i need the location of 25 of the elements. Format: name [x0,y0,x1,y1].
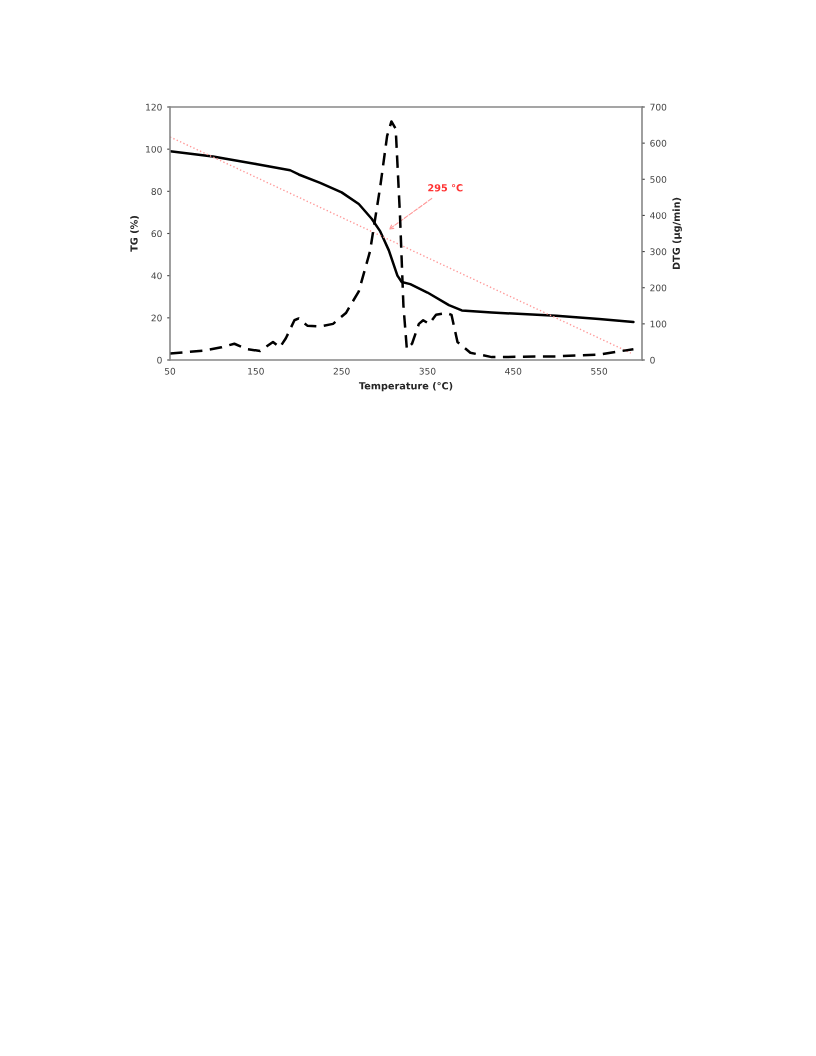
y2-tick-label: 400 [650,212,667,219]
x-tick-label: 550 [591,367,608,375]
y2-tick-label: 700 [650,103,667,111]
y2-axis-title: DTG (µg/min) [672,197,682,270]
y-tick-label: 0 [157,356,162,364]
y-tick-label: 120 [146,103,162,111]
x-tick-label: 150 [248,367,264,375]
y-tick-label: 20 [151,314,162,322]
x-tick-label: 250 [333,367,350,375]
x-tick-label: 450 [505,367,522,375]
y2-tick-label: 0 [650,356,655,364]
x-tick-label: 350 [419,367,436,375]
y-tick-label: 80 [151,188,162,195]
y-tick-label: 100 [146,145,162,153]
x-axis-title: Temperature (°C) [358,381,453,392]
y2-tick-label: 100 [650,320,667,328]
y2-tick-label: 500 [650,176,667,183]
y-axis-title: TG (%) [130,216,139,252]
y-tick-label: 40 [151,272,162,280]
y2-tick-label: 200 [650,284,667,292]
y2-tick-label: 600 [650,139,667,147]
x-tick-label: 50 [164,367,176,375]
y-tick-label: 60 [151,230,162,238]
y2-tick-label: 300 [650,248,667,256]
annotation: 295 °C [428,184,463,192]
